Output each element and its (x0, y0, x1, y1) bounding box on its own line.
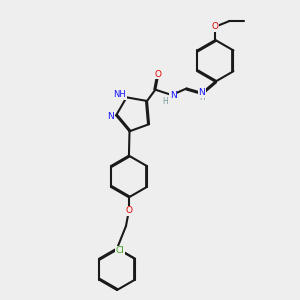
Text: Cl: Cl (116, 246, 124, 255)
Text: H: H (162, 97, 168, 106)
Text: N: N (107, 112, 114, 121)
Text: O: O (212, 22, 219, 31)
Text: N: N (170, 91, 177, 100)
Text: O: O (155, 70, 162, 79)
Text: O: O (125, 206, 132, 215)
Text: H: H (200, 94, 206, 103)
Text: NH: NH (114, 91, 126, 100)
Text: N: N (198, 88, 205, 98)
